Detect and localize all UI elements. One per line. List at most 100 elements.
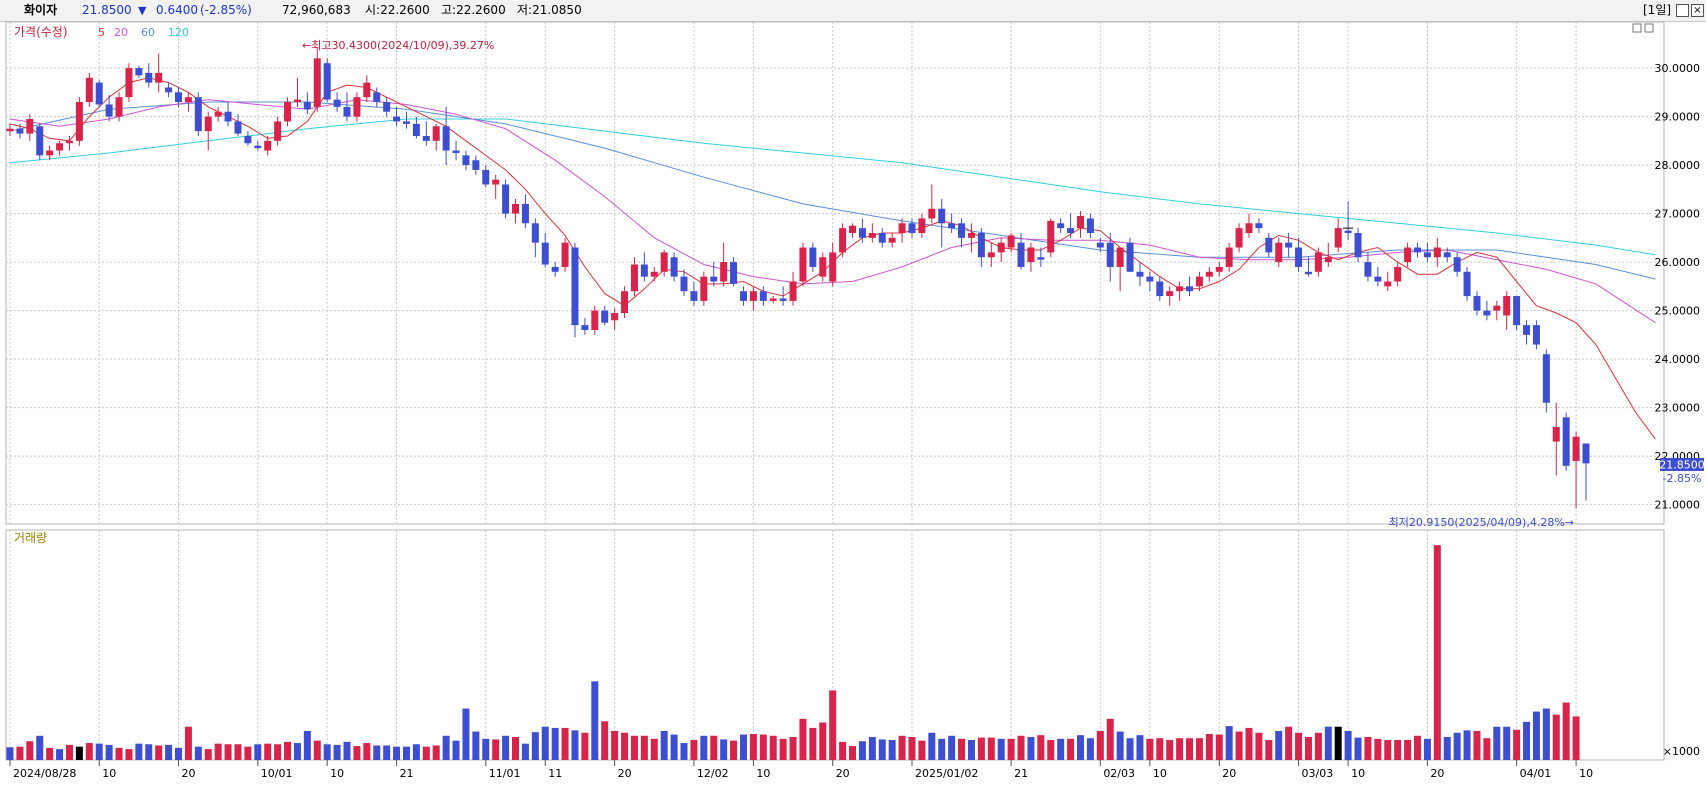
volume-bar [224,744,232,760]
candle-body [1096,242,1104,248]
ma120-line [9,118,1656,256]
volume-bar [561,727,569,760]
volume-bar [1186,738,1194,760]
candle-body [690,291,698,301]
x-tick-label: 21 [1014,767,1028,780]
volume-bar [1007,738,1015,760]
x-tick-label: 20 [1222,767,1236,780]
candle-body [1166,291,1174,297]
candle-body [1106,242,1114,267]
candle-body [1255,223,1263,229]
candle-body [56,143,64,151]
minimize-icon[interactable] [1676,4,1689,17]
candle-body [472,160,480,170]
candle-body [739,291,747,301]
volume-bar [1562,702,1570,760]
candle-body [75,102,83,141]
volume-bar [769,735,777,760]
x-tick-label: 10 [756,767,770,780]
volume-bar [1295,732,1303,760]
volume-bar [26,741,34,760]
candle-body [145,72,153,83]
volume-bar [462,708,470,760]
volume-bar [303,730,311,760]
volume-bar [759,734,767,760]
volume-bar [1304,737,1312,760]
volume-bar [1136,735,1144,760]
volume-bar [958,738,966,760]
volume-bar [85,743,93,760]
candle-body [630,264,638,292]
candle-body [383,102,391,112]
candle-body [680,276,688,292]
ma120-legend: 120 [168,26,189,39]
volume-bar [402,746,410,760]
volume-bar [1027,737,1035,760]
candle-body [1057,223,1065,229]
candle-body [224,111,232,122]
volume-bar [363,743,371,760]
volume-bar [1413,735,1421,760]
volume-panel[interactable]: 350,000300,000250,000200,000150,000100,0… [5,21,1700,761]
candle-body [888,237,896,243]
candle-body [1374,276,1382,282]
period-selector[interactable]: [1일] [1643,3,1672,17]
volume-bar [1532,711,1540,760]
volume-bar [135,743,143,760]
volume-bar [720,739,728,760]
price-panel-minimize-icon[interactable] [1632,23,1642,33]
candle-body [194,97,202,132]
volume-bar [997,738,1005,760]
candle-body [640,264,648,277]
volume-bar [36,735,44,760]
volume-bar [611,730,619,760]
candle-body [987,252,995,258]
price-panel-close-icon[interactable] [1644,23,1654,33]
price-panel[interactable]: 30.0000 29.0000 28.0000 27.0000 26.0000 25.00… [5,21,1700,541]
candle-body [839,228,847,253]
price-change: 0.6400 [156,3,198,17]
candle-body [571,247,579,326]
x-tick-label: 20 [836,767,850,780]
volume-bar [878,739,886,760]
volume-bar [541,726,549,760]
x-tick-label: 10 [1351,767,1365,780]
volume-bar [1523,721,1531,760]
volume-bar [581,732,589,760]
change-arrow-icon: ▼ [138,4,147,17]
candle-body [1483,310,1491,316]
volume-bar [1086,738,1094,760]
volume-bar [6,747,14,760]
candle-body [1007,235,1015,248]
candle-body [898,223,906,233]
candle-body [1364,262,1372,277]
volume-legend-title: 거래량 [14,531,47,545]
volume-bar [888,740,896,760]
volume-bar [204,749,212,760]
volume-bar [1542,708,1550,760]
volume-bar [56,749,64,760]
candle-body [333,99,341,107]
volume-bar [1265,740,1273,760]
candle-body [1176,286,1184,292]
volume-bar [65,744,73,760]
volume-bar [1037,735,1045,760]
current-price-box [1660,458,1704,471]
volume-bar [1275,730,1283,760]
chart-area: 30.0000 29.0000 28.0000 27.0000 26.0000 25.00… [5,21,1705,780]
volume-bar [987,737,995,760]
candle-body [1076,216,1084,229]
volume-bar [730,740,738,760]
x-axis: 2024/08/28 10 20 10/01 10 21 11/01 11 20 12/02 10 2… [9,760,1593,780]
candle-body [303,102,311,110]
volume-bar [502,735,510,760]
volume-bar [1195,738,1203,760]
volume-bar [1404,740,1412,760]
candle-body [809,247,817,267]
x-tick-label: 20 [1430,767,1444,780]
close-icon[interactable]: × [1691,4,1704,17]
volume-bar [1106,718,1114,760]
candle-body [175,92,183,103]
candle-body [977,232,985,258]
volume-bar [284,741,292,760]
